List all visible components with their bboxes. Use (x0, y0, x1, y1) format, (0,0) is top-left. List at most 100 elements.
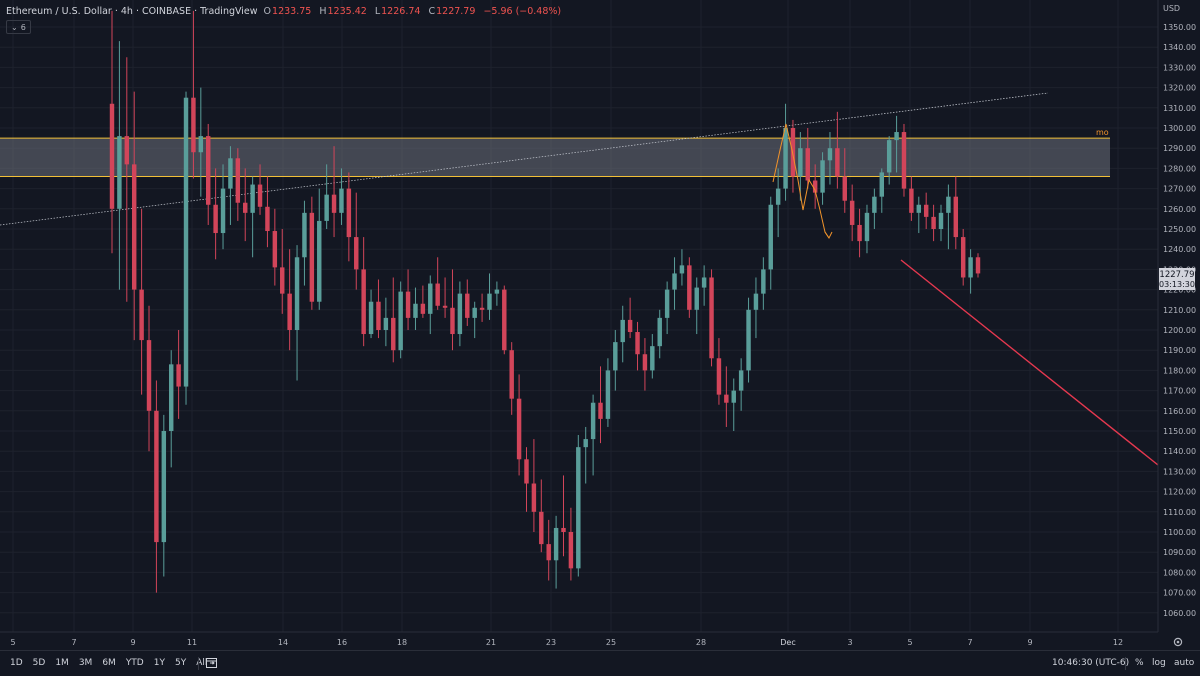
candle (561, 475, 566, 557)
candle (827, 132, 833, 185)
calendar-goto-icon[interactable] (206, 657, 218, 668)
candle (568, 507, 574, 581)
candle (250, 176, 255, 258)
time-tick-label: 21 (486, 638, 496, 647)
candle-body (805, 148, 810, 181)
candle (894, 115, 899, 173)
time-tick-label: 16 (337, 638, 347, 647)
range-button-ytd[interactable]: YTD (125, 658, 144, 668)
range-button-1d[interactable]: 1D (10, 658, 23, 668)
candle (812, 164, 818, 209)
candle-body (679, 265, 685, 274)
price-tick-label: 1320.00 (1163, 84, 1196, 93)
candle-body (931, 216, 936, 229)
candle (235, 148, 241, 221)
candle (280, 229, 285, 314)
candle-body (361, 269, 366, 335)
ohlc-values: O1233.75 H1235.42 L1226.74 C1227.79 −5.9… (263, 5, 562, 17)
price-chart[interactable]: mo 1060.00 1070.00 1080.00 1090.00 1100.00 11… (0, 0, 1200, 650)
candle (842, 148, 847, 213)
candle-body (168, 364, 174, 431)
candle (176, 330, 181, 419)
price-tick-label: 1060.00 (1163, 609, 1196, 618)
percent-scale-toggle[interactable]: % (1135, 658, 1144, 668)
candle-body (590, 402, 596, 440)
price-tick-label: 1300.00 (1163, 124, 1196, 133)
candle (139, 208, 144, 395)
clock-time[interactable]: 10:46:30 (UTC-6) (1052, 658, 1130, 668)
candle (923, 192, 929, 229)
candle-body (746, 309, 751, 371)
candle-body (672, 273, 677, 290)
range-button-5y[interactable]: 5Y (174, 658, 187, 668)
candle-body (916, 204, 922, 213)
range-button-1y[interactable]: 1Y (153, 658, 165, 668)
candle (198, 87, 204, 197)
log-scale-toggle[interactable]: log (1152, 658, 1166, 668)
last-price-label: 1227.79 03:13:30 (1159, 268, 1195, 290)
candle-body (827, 148, 833, 161)
candle-body (191, 97, 196, 153)
candle-body (849, 200, 855, 225)
candle-body (568, 532, 574, 569)
price-tick-label: 1130.00 (1163, 467, 1196, 476)
bar-countdown: 03:13:30 (1159, 280, 1195, 289)
candle (117, 41, 122, 290)
candle (598, 366, 603, 444)
candle-body (894, 132, 899, 141)
candle (442, 277, 448, 318)
time-tick-label: 5 (907, 638, 912, 647)
gear-icon[interactable] (1172, 636, 1184, 648)
time-tick-label: 7 (967, 638, 972, 647)
candle (953, 176, 959, 250)
currency-label[interactable]: USD (1163, 4, 1181, 13)
candle-body (879, 172, 884, 197)
candle (627, 297, 633, 339)
candle-body (687, 265, 692, 310)
rising-trendline (0, 92, 1049, 226)
price-tick-label: 1280.00 (1163, 164, 1196, 173)
candle-body (642, 354, 648, 371)
candle (716, 338, 722, 405)
candle-body (472, 307, 477, 318)
symbol-title[interactable]: Ethereum / U.S. Dollar · 4h · COINBASE ·… (6, 5, 258, 17)
range-button-1m[interactable]: 1M (55, 658, 69, 668)
candle-body (346, 188, 352, 238)
resistance-zone (0, 138, 1110, 177)
candle (664, 281, 670, 335)
candle (590, 394, 596, 476)
candle-body (960, 237, 966, 278)
candle (960, 229, 966, 286)
candle (183, 91, 189, 405)
open-value: 1233.75 (272, 5, 312, 17)
time-tick-label: 9 (130, 638, 135, 647)
range-button-all[interactable]: All (196, 658, 208, 668)
candle-body (953, 196, 959, 238)
candle-body (198, 136, 204, 153)
candle-body (753, 293, 759, 310)
range-button-3m[interactable]: 3M (78, 658, 93, 668)
price-tick-label: 1170.00 (1163, 387, 1196, 396)
indicators-toggle[interactable]: ⌄ 6 (6, 20, 31, 34)
candle-body (287, 293, 292, 330)
candle-body (731, 390, 736, 403)
candle (435, 257, 440, 310)
candle (131, 91, 137, 341)
auto-scale-toggle[interactable]: auto (1174, 658, 1195, 668)
candle-body (546, 544, 551, 561)
candle-body (857, 224, 862, 242)
candle (650, 334, 655, 379)
time-tick-label: 18 (397, 638, 407, 647)
candle (672, 257, 677, 310)
time-tick-label: 12 (1113, 638, 1123, 647)
candle (487, 273, 492, 320)
candle-body (294, 257, 300, 330)
range-button-5d[interactable]: 5D (32, 658, 46, 668)
candle (376, 279, 381, 339)
candle-body (139, 289, 144, 341)
candle (657, 309, 662, 359)
candle (516, 374, 522, 476)
candle-body (657, 317, 662, 347)
candle (465, 279, 470, 326)
range-button-6m[interactable]: 6M (102, 658, 116, 668)
